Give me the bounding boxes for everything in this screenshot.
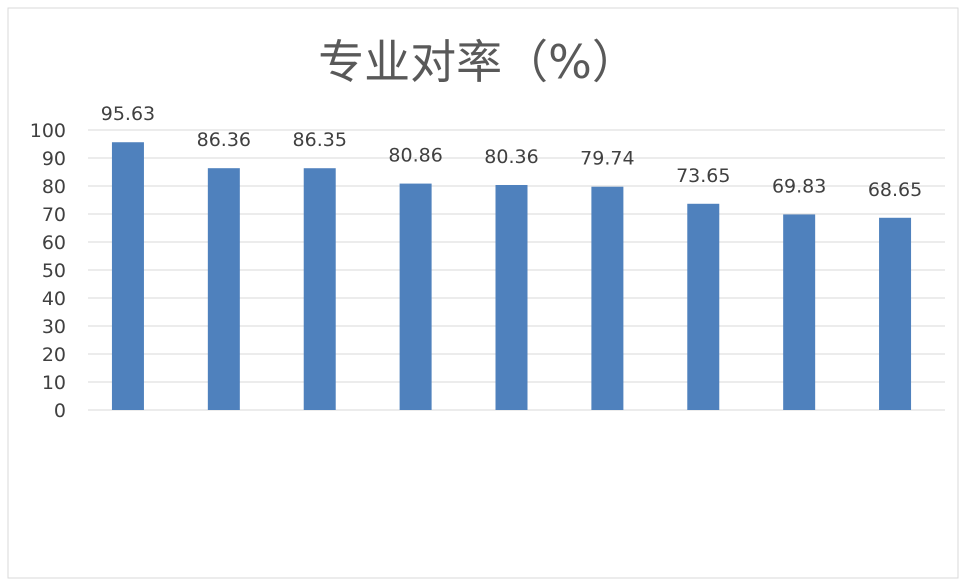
- bars: [111, 142, 912, 410]
- bar: [111, 142, 144, 410]
- data-label: 95.63: [101, 103, 155, 125]
- data-label: 79.74: [580, 148, 634, 170]
- data-label: 69.83: [772, 175, 826, 197]
- chart-title: 专业对率（%）: [318, 35, 638, 89]
- y-tick-label: 100: [30, 120, 66, 142]
- data-label: 73.65: [676, 165, 730, 187]
- data-label: 80.36: [484, 146, 538, 168]
- y-tick-label: 10: [42, 372, 66, 394]
- data-label: 86.36: [197, 129, 251, 151]
- bar: [687, 203, 720, 410]
- data-labels: 95.63 86.36 86.35 80.86 80.36 79.74 73.65 69.83…: [101, 103, 923, 201]
- bar: [207, 168, 240, 410]
- bar: [879, 217, 912, 410]
- chart-border: [7, 7, 959, 579]
- y-tick-label: 50: [42, 260, 66, 282]
- bar: [783, 214, 816, 410]
- y-tick-label: 40: [42, 288, 66, 310]
- y-tick-label: 70: [42, 204, 66, 226]
- y-tick-label: 0: [54, 400, 66, 422]
- y-tick-label: 90: [42, 148, 66, 170]
- data-label: 80.86: [388, 145, 442, 167]
- bar: [303, 168, 336, 410]
- y-axis-ticks: 0 10 20 30 40 50 60 70 80 90 100: [30, 120, 66, 422]
- y-tick-label: 60: [42, 232, 66, 254]
- data-label: 86.35: [293, 129, 347, 151]
- y-tick-label: 20: [42, 344, 66, 366]
- bar: [399, 183, 432, 410]
- y-tick-label: 30: [42, 316, 66, 338]
- y-tick-label: 80: [42, 176, 66, 198]
- bar: [591, 186, 624, 410]
- bar: [495, 184, 528, 410]
- data-label: 68.65: [868, 179, 922, 201]
